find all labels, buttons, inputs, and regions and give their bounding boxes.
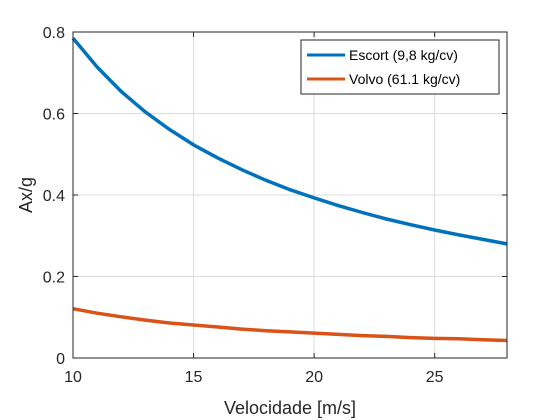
x-tick-label: 25: [426, 369, 444, 386]
x-tick-label: 10: [64, 369, 82, 386]
y-tick-label: 0.8: [43, 25, 65, 42]
series-line-0: [71, 36, 508, 246]
plot-lines: [71, 36, 508, 343]
y-tick-label: 0.4: [43, 188, 65, 205]
y-axis-label: Ax/g: [16, 177, 36, 213]
legend-label-escort: Escort (9,8 kg/cv): [349, 47, 458, 63]
y-tick-label: 0.6: [43, 107, 65, 124]
legend-label-volvo: Volvo (61.1 kg/cv): [349, 71, 460, 87]
x-axis-label: Velocidade [m/s]: [224, 398, 356, 418]
x-tick-label: 20: [305, 369, 323, 386]
tick-labels: 10 15 20 25 0 0.2 0.4 0.6 0.8: [43, 25, 444, 386]
legend-box: [300, 39, 500, 95]
x-tick-label: 15: [185, 369, 203, 386]
series-line-1: [72, 306, 508, 343]
y-tick-label: 0: [56, 351, 65, 368]
y-tick-label: 0.2: [43, 270, 65, 287]
legend: Escort (9,8 kg/cv) Volvo (61.1 kg/cv): [300, 39, 500, 95]
ticks: [72, 31, 507, 359]
